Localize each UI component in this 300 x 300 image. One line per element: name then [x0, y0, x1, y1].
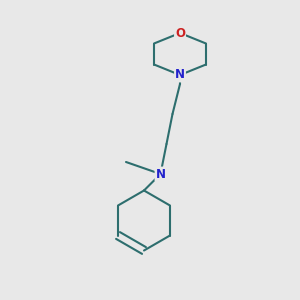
Text: N: N	[175, 68, 185, 82]
Text: N: N	[155, 167, 166, 181]
Text: O: O	[175, 26, 185, 40]
